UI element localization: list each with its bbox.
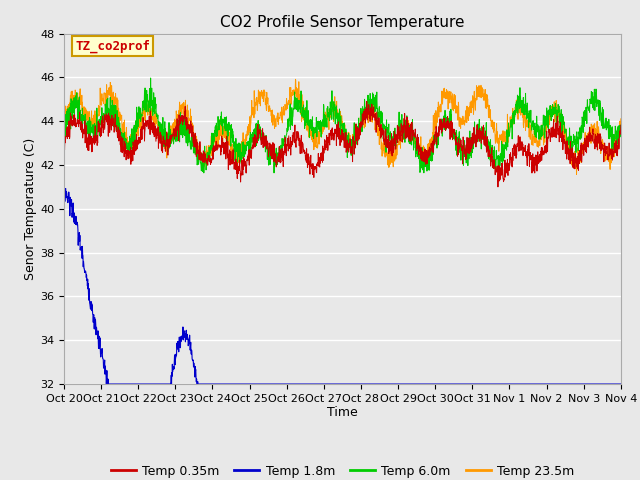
Temp 23.5m bbox=[316, 126, 324, 132]
Temp 0.35m bbox=[331, 128, 339, 133]
Temp 23.5m bbox=[292, 76, 300, 82]
X-axis label: Time: Time bbox=[327, 407, 358, 420]
Temp 1.8m bbox=[601, 381, 609, 387]
Title: CO2 Profile Sensor Temperature: CO2 Profile Sensor Temperature bbox=[220, 15, 465, 30]
Temp 0.35m bbox=[60, 133, 68, 139]
Line: Temp 0.35m: Temp 0.35m bbox=[64, 101, 621, 187]
Temp 1.8m bbox=[499, 381, 506, 387]
Temp 23.5m bbox=[88, 116, 96, 121]
Legend: Temp 0.35m, Temp 1.8m, Temp 6.0m, Temp 23.5m: Temp 0.35m, Temp 1.8m, Temp 6.0m, Temp 2… bbox=[106, 460, 579, 480]
Temp 23.5m bbox=[331, 113, 339, 119]
Temp 0.35m bbox=[88, 143, 96, 149]
Temp 6.0m bbox=[601, 120, 609, 125]
Text: TZ_co2prof: TZ_co2prof bbox=[75, 39, 150, 53]
Line: Temp 1.8m: Temp 1.8m bbox=[64, 186, 621, 384]
Temp 1.8m bbox=[60, 183, 68, 189]
Temp 6.0m bbox=[200, 170, 207, 176]
Temp 6.0m bbox=[617, 132, 625, 138]
Y-axis label: Senor Temperature (C): Senor Temperature (C) bbox=[24, 138, 37, 280]
Temp 6.0m bbox=[60, 138, 68, 144]
Temp 23.5m bbox=[499, 141, 506, 146]
Temp 6.0m bbox=[332, 121, 339, 127]
Temp 23.5m bbox=[617, 116, 625, 121]
Temp 1.8m bbox=[617, 381, 625, 387]
Temp 23.5m bbox=[602, 153, 609, 158]
Temp 0.35m bbox=[363, 98, 371, 104]
Temp 6.0m bbox=[88, 122, 96, 128]
Temp 1.8m bbox=[102, 381, 110, 387]
Temp 23.5m bbox=[573, 171, 580, 177]
Temp 0.35m bbox=[617, 122, 625, 128]
Temp 1.8m bbox=[88, 307, 96, 313]
Temp 0.35m bbox=[601, 146, 609, 152]
Temp 1.8m bbox=[601, 381, 609, 387]
Temp 6.0m bbox=[499, 141, 507, 147]
Temp 6.0m bbox=[147, 75, 154, 81]
Temp 0.35m bbox=[499, 176, 507, 181]
Temp 6.0m bbox=[317, 118, 324, 123]
Temp 0.35m bbox=[602, 143, 609, 149]
Temp 1.8m bbox=[316, 381, 324, 387]
Temp 1.8m bbox=[331, 381, 339, 387]
Temp 23.5m bbox=[60, 126, 68, 132]
Temp 23.5m bbox=[601, 158, 609, 164]
Temp 6.0m bbox=[602, 118, 609, 123]
Temp 0.35m bbox=[494, 184, 502, 190]
Temp 0.35m bbox=[316, 154, 324, 160]
Line: Temp 23.5m: Temp 23.5m bbox=[64, 79, 621, 174]
Line: Temp 6.0m: Temp 6.0m bbox=[64, 78, 621, 173]
